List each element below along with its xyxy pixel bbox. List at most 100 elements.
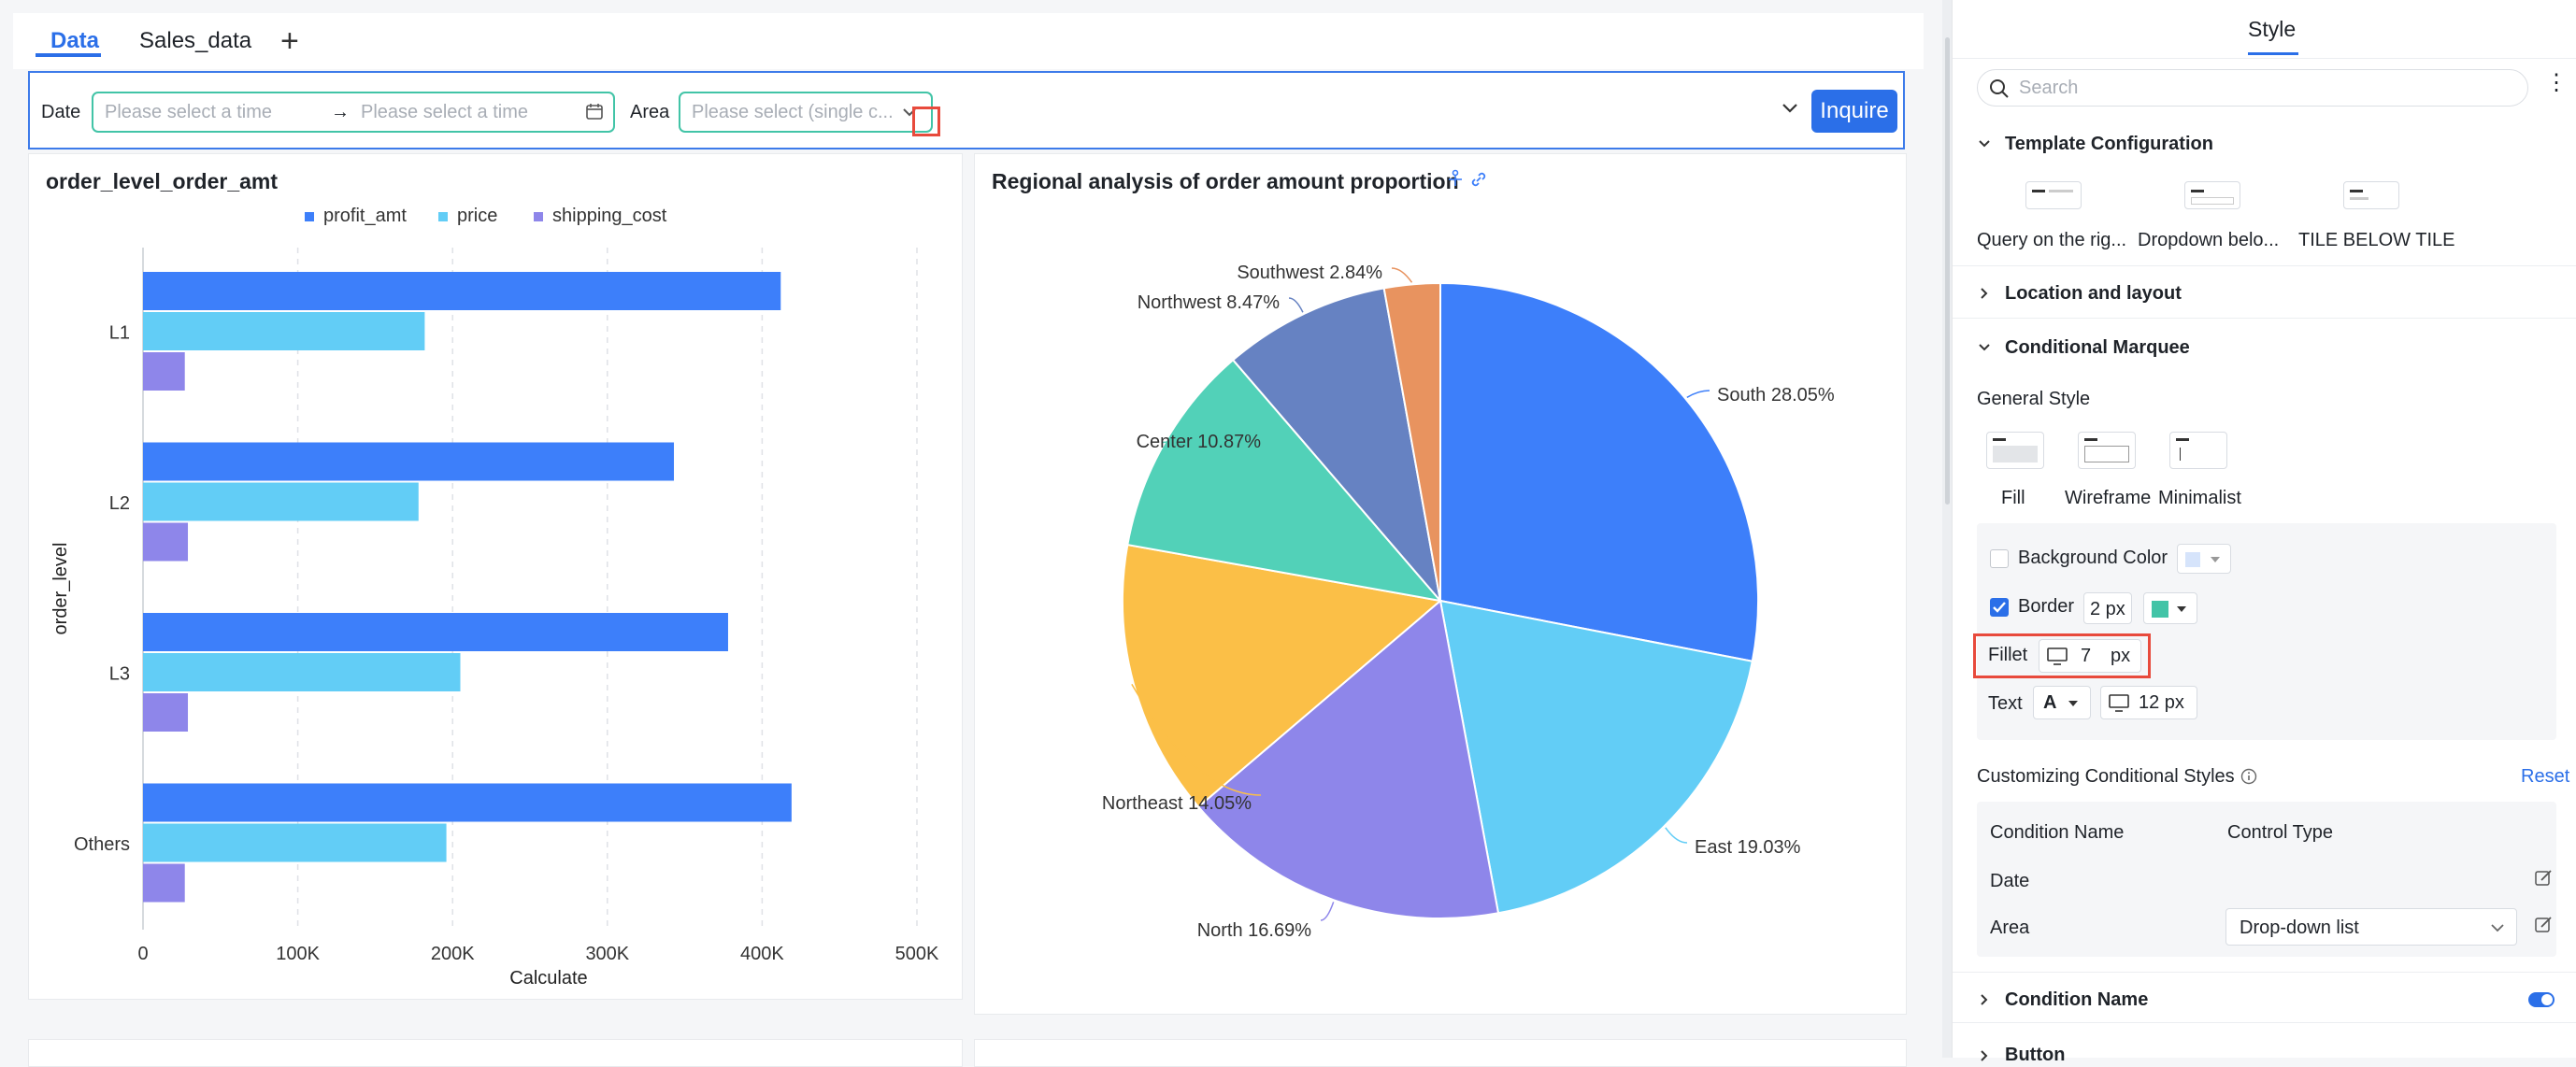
border-label: Border xyxy=(2018,596,2075,617)
font-icon: A xyxy=(2043,692,2057,713)
bar-profit_amt-L1[interactable] xyxy=(143,272,781,310)
chevron-right-icon[interactable] xyxy=(1977,286,1992,301)
drill-icon[interactable] xyxy=(1446,169,1465,190)
bar-price-L3[interactable] xyxy=(143,653,461,691)
edit-icon[interactable] xyxy=(2534,916,2553,934)
pie-label-northwest: Northwest 8.47% xyxy=(1138,292,1281,313)
date-range-picker[interactable]: Please select a time → Please select a t… xyxy=(92,92,615,133)
bar-profit_amt-L2[interactable] xyxy=(143,442,675,481)
bar-shipping_cost-L2[interactable] xyxy=(143,522,189,562)
fillet-input[interactable]: 7 px xyxy=(2039,639,2141,673)
chevron-down-icon[interactable] xyxy=(1977,340,1992,355)
separator xyxy=(1953,1022,2576,1023)
info-icon[interactable] xyxy=(2240,768,2257,785)
bar-price-Others[interactable] xyxy=(143,823,447,862)
pie-slice-east[interactable] xyxy=(1438,599,1753,915)
pie-label-center: Center 10.87% xyxy=(1137,432,1262,452)
search-placeholder: Search xyxy=(2019,78,2079,98)
calendar-icon[interactable] xyxy=(585,102,604,121)
link-icon[interactable] xyxy=(1468,169,1489,190)
text-size-value: 12 px xyxy=(2139,692,2184,713)
tab-data[interactable]: Data xyxy=(50,28,100,53)
style-option-wireframe[interactable] xyxy=(2078,432,2136,469)
legend-label-profit_amt[interactable]: profit_amt xyxy=(323,206,407,226)
text-font-select[interactable]: A xyxy=(2033,686,2091,719)
bar-shipping_cost-L1[interactable] xyxy=(143,352,185,391)
pie-leader-line xyxy=(1288,297,1304,313)
section-template-configuration[interactable]: Template Configuration xyxy=(2005,134,2213,154)
area-label: Area xyxy=(630,102,670,122)
legend-label-shipping_cost[interactable]: shipping_cost xyxy=(552,206,667,226)
bar-price-L1[interactable] xyxy=(143,312,425,350)
legend-swatch-shipping_cost[interactable] xyxy=(534,212,543,221)
template-label-tile[interactable]: TILE BELOW TILE xyxy=(2298,230,2455,250)
template-thumb-right[interactable] xyxy=(2025,181,2082,209)
background-color-picker[interactable] xyxy=(2177,544,2231,574)
table-header-condition-name: Condition Name xyxy=(1990,822,2125,843)
legend-label-price[interactable]: price xyxy=(457,206,497,226)
separator xyxy=(1953,58,2576,59)
y-tick-label: L1 xyxy=(109,323,130,344)
bar-shipping_cost-Others[interactable] xyxy=(143,863,185,903)
chevron-down-icon xyxy=(2491,924,2504,932)
pie-slice-center[interactable] xyxy=(1126,358,1443,603)
pie-slice-northeast[interactable] xyxy=(1122,543,1443,808)
date-end-input[interactable]: Please select a time xyxy=(361,102,528,122)
add-tab-button[interactable]: + xyxy=(280,23,299,59)
control-type-select[interactable]: Drop-down list xyxy=(2225,908,2517,946)
chevron-right-icon[interactable] xyxy=(1977,1048,1992,1063)
tab-sales-data[interactable]: Sales_data xyxy=(139,28,252,53)
chevron-down-icon[interactable] xyxy=(1977,136,1992,151)
border-width-input[interactable]: 2 px xyxy=(2083,592,2132,624)
pie-label-east: East 19.03% xyxy=(1695,837,1801,858)
reset-link[interactable]: Reset xyxy=(2521,766,2570,787)
bar-profit_amt-L3[interactable] xyxy=(143,613,728,651)
legend-swatch-price[interactable] xyxy=(438,212,448,221)
range-arrow-icon: → xyxy=(331,102,350,122)
pie-slice-northwest[interactable] xyxy=(1231,287,1442,605)
template-label-dropdown[interactable]: Dropdown belo... xyxy=(2138,230,2280,250)
border-checkbox[interactable] xyxy=(1990,598,2009,617)
expand-chevron-icon[interactable] xyxy=(1780,97,1800,118)
x-tick-label: 500K xyxy=(895,944,939,964)
section-conditional-marquee[interactable]: Conditional Marquee xyxy=(2005,337,2190,358)
bar-shipping_cost-L3[interactable] xyxy=(143,693,189,732)
more-icon[interactable]: ⋮ xyxy=(2545,70,2568,95)
pie-slice-north[interactable] xyxy=(1196,599,1500,919)
canvas-scrollbar-track xyxy=(1942,0,1952,1058)
caret-down-icon xyxy=(2177,606,2186,612)
condition-name-toggle[interactable] xyxy=(2528,992,2555,1007)
style-label-fill[interactable]: Fill xyxy=(2001,488,2025,508)
pie-label-north: North 16.69% xyxy=(1197,920,1312,941)
text-size-input[interactable]: 12 px xyxy=(2100,686,2197,719)
canvas-scrollbar-thumb[interactable] xyxy=(1945,37,1950,505)
inquire-button[interactable]: Inquire xyxy=(1811,90,1897,133)
section-location-layout[interactable]: Location and layout xyxy=(2005,283,2182,304)
template-thumb-tile[interactable] xyxy=(2343,181,2399,209)
background-color-checkbox[interactable] xyxy=(1990,549,2009,568)
condition-row-area-name: Area xyxy=(1990,918,2030,938)
general-style-label: General Style xyxy=(1977,389,2091,409)
section-button[interactable]: Button xyxy=(2005,1045,2066,1065)
chevron-right-icon[interactable] xyxy=(1977,992,1992,1007)
pie-slice-southwest[interactable] xyxy=(1382,281,1441,602)
style-option-fill[interactable] xyxy=(1986,432,2044,469)
active-tab-indicator xyxy=(36,53,101,57)
area-select[interactable]: Please select (single c... xyxy=(679,92,933,133)
template-label-right[interactable]: Query on the rig... xyxy=(1977,230,2127,250)
legend-swatch-profit_amt[interactable] xyxy=(305,212,314,221)
y-tick-label: L3 xyxy=(109,664,130,685)
style-label-wireframe[interactable]: Wireframe xyxy=(2065,488,2152,508)
template-thumb-dropdown[interactable] xyxy=(2184,181,2240,209)
section-condition-name[interactable]: Condition Name xyxy=(2005,989,2149,1010)
search-input[interactable]: Search xyxy=(1977,69,2528,107)
style-label-minimalist[interactable]: Minimalist xyxy=(2158,488,2241,508)
bar-price-L2[interactable] xyxy=(143,482,419,521)
border-color-picker[interactable] xyxy=(2143,592,2197,624)
style-option-minimalist[interactable] xyxy=(2169,432,2227,469)
edit-icon[interactable] xyxy=(2534,869,2553,888)
pie-slice-south[interactable] xyxy=(1439,281,1759,662)
x-tick-label: 200K xyxy=(431,944,475,964)
bar-profit_amt-Others[interactable] xyxy=(143,783,792,822)
date-start-input[interactable]: Please select a time xyxy=(105,102,272,122)
